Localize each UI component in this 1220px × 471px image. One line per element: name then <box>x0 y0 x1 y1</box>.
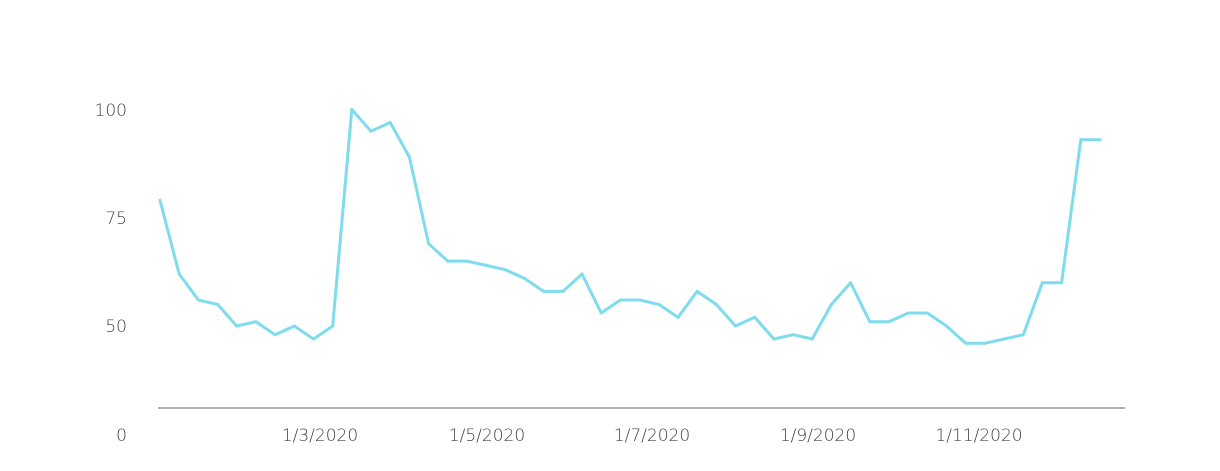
data-point-2020-10-11 <box>887 320 891 324</box>
data-point-2020-06-07 <box>542 289 546 293</box>
data-point-2020-09-27 <box>849 281 853 285</box>
data-point-2020-11-08 <box>964 341 968 345</box>
data-point-2020-09-13 <box>810 337 814 341</box>
data-point-2020-04-19 <box>407 155 411 159</box>
data-point-2020-08-30 <box>772 337 776 341</box>
x-tick-label-1-11-2020: 1/11/2020 <box>935 426 1022 446</box>
data-point-2020-07-19 <box>657 302 661 306</box>
y-tick-labels: 100 75 50 0 <box>95 101 127 446</box>
data-point-2020-07-05 <box>618 298 622 302</box>
y-tick-label-50: 50 <box>105 317 127 337</box>
data-point-2020-05-31 <box>523 276 526 280</box>
data-point-2020-12-06 <box>1040 281 1044 285</box>
y-tick-label-75: 75 <box>105 209 127 229</box>
data-point-2020-11-15 <box>983 341 987 345</box>
data-point-2020-05-10 <box>465 259 469 263</box>
data-points <box>158 108 1102 345</box>
data-point-2020-11-22 <box>1002 337 1006 341</box>
data-point-2020-08-02 <box>695 289 699 293</box>
data-point-2020-04-12 <box>388 121 392 124</box>
data-point-2020-07-26 <box>676 315 680 319</box>
data-point-2020-06-14 <box>561 289 565 293</box>
data-point-2020-03-29 <box>350 108 354 111</box>
data-point-2020-01-26 <box>177 272 181 276</box>
x-tick-label-1-5-2020: 1/5/2020 <box>449 426 525 446</box>
data-point-2020-02-16 <box>235 324 239 328</box>
data-point-2020-10-04 <box>868 320 872 324</box>
data-point-2020-01-19 <box>158 198 162 202</box>
data-point-2020-04-26 <box>427 242 431 246</box>
data-point-2020-11-29 <box>1021 333 1025 337</box>
data-point-2020-03-15 <box>312 337 315 341</box>
data-point-2020-10-25 <box>925 311 929 315</box>
data-point-2020-09-20 <box>829 302 833 306</box>
data-point-2020-06-28 <box>599 311 603 315</box>
data-point-2020-09-06 <box>791 333 795 337</box>
x-tick-labels: 1/3/2020 1/5/2020 1/7/2020 1/9/2020 1/11… <box>282 426 1023 446</box>
data-point-2020-05-03 <box>446 259 450 263</box>
data-point-2020-12-20 <box>1079 138 1083 142</box>
data-point-2020-03-22 <box>331 324 335 328</box>
data-point-2020-12-27 <box>1098 138 1102 142</box>
data-point-2020-02-23 <box>254 320 258 324</box>
y-tick-label-0: 0 <box>116 426 127 446</box>
data-point-2020-03-08 <box>292 324 296 328</box>
data-point-2020-08-16 <box>734 324 737 328</box>
data-point-2020-05-17 <box>484 263 488 267</box>
x-tick-label-1-3-2020: 1/3/2020 <box>282 426 358 446</box>
series-line <box>158 108 1102 345</box>
data-point-2020-05-24 <box>503 268 507 272</box>
x-tick-label-1-9-2020: 1/9/2020 <box>780 426 856 446</box>
data-point-2020-02-09 <box>216 302 220 306</box>
data-point-2020-03-01 <box>273 333 277 337</box>
data-point-2020-07-12 <box>638 298 642 302</box>
y-tick-label-100: 100 <box>95 101 127 121</box>
data-point-2020-02-02 <box>196 298 200 302</box>
x-tick-label-1-7-2020: 1/7/2020 <box>614 426 690 446</box>
data-point-2020-11-01 <box>945 324 948 328</box>
data-point-2020-10-18 <box>906 311 910 315</box>
data-point-2020-04-05 <box>369 129 373 133</box>
data-point-2020-06-21 <box>580 272 584 276</box>
data-point-2020-12-13 <box>1060 281 1064 285</box>
data-point-2020-08-09 <box>714 302 718 306</box>
data-point-2020-08-23 <box>753 315 757 319</box>
